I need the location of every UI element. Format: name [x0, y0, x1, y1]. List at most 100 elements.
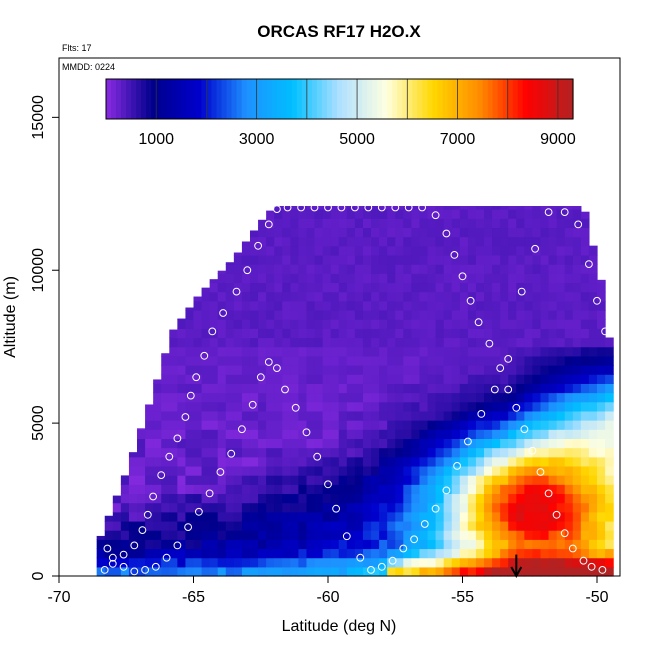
heatmap-cell	[411, 309, 421, 320]
heatmap-cell	[169, 465, 178, 476]
heatmap-cell	[274, 346, 283, 357]
heatmap-cell	[314, 484, 324, 495]
heatmap-cell	[395, 493, 404, 504]
heatmap-cell	[580, 502, 590, 513]
heatmap-cell	[548, 328, 558, 339]
heatmap-cell	[411, 429, 421, 439]
heatmap-cell	[580, 346, 590, 357]
heatmap-cell	[354, 530, 364, 540]
colorbar-swatch	[201, 79, 208, 119]
heatmap-cell	[459, 484, 469, 495]
heatmap-cell	[290, 218, 300, 229]
heatmap-cell	[338, 539, 348, 550]
heatmap-cell	[484, 291, 493, 302]
heatmap-cell	[484, 447, 493, 458]
heatmap-cell	[322, 447, 332, 458]
heatmap-cell	[290, 475, 300, 485]
heatmap-cell	[395, 328, 404, 339]
heatmap-cell	[395, 539, 404, 550]
heatmap-cell	[266, 282, 275, 293]
heatmap-cell	[274, 539, 283, 550]
heatmap-cell	[371, 420, 380, 430]
heatmap-cell	[500, 209, 509, 219]
heatmap-cell	[346, 566, 356, 577]
observation-point	[313, 452, 322, 461]
heatmap-cell	[217, 337, 227, 348]
heatmap-cell	[128, 484, 138, 495]
heatmap-cell	[395, 227, 404, 238]
heatmap-cell	[548, 420, 558, 430]
heatmap-cell	[322, 374, 332, 384]
heatmap-cell	[484, 282, 493, 293]
heatmap-cell	[540, 227, 550, 238]
heatmap-cell	[564, 548, 574, 559]
heatmap-cell	[112, 520, 122, 531]
heatmap-cell	[580, 493, 590, 504]
heatmap-cell	[282, 557, 291, 568]
heatmap-cell	[411, 410, 421, 421]
heatmap-cell	[435, 484, 445, 495]
heatmap-cell	[443, 365, 453, 375]
heatmap-cell	[233, 282, 243, 293]
heatmap-cell	[330, 493, 340, 504]
heatmap-cell	[137, 530, 146, 540]
heatmap-cell	[467, 539, 477, 550]
colorbar-tick-label: 7000	[440, 131, 476, 148]
heatmap-cell	[475, 548, 485, 559]
heatmap-cell	[403, 456, 412, 467]
heatmap-cell	[411, 273, 421, 284]
heatmap-cell	[556, 236, 566, 247]
heatmap-cell	[605, 355, 614, 366]
heatmap-cell	[597, 502, 606, 513]
heatmap-cell	[314, 520, 324, 531]
heatmap-cell	[379, 566, 388, 577]
heatmap-cell	[556, 355, 566, 366]
heatmap-cell	[484, 456, 493, 467]
heatmap-cell	[161, 447, 170, 458]
heatmap-cell	[588, 264, 598, 274]
heatmap-cell	[185, 493, 195, 504]
heatmap-cell	[451, 206, 461, 210]
heatmap-cell	[153, 420, 162, 430]
heatmap-cell	[371, 355, 380, 366]
heatmap-cell	[193, 566, 203, 577]
heatmap-cell	[258, 438, 267, 449]
heatmap-cell	[403, 392, 412, 403]
colorbar-swatch	[357, 79, 363, 119]
observation-point	[130, 567, 139, 576]
heatmap-cell	[459, 557, 469, 568]
heatmap-cell	[314, 346, 324, 357]
heatmap-cell	[516, 291, 525, 302]
heatmap-cell	[217, 346, 227, 357]
heatmap-cell	[548, 502, 558, 513]
heatmap-cell	[298, 282, 308, 293]
heatmap-cell	[282, 493, 291, 504]
heatmap-cell	[467, 206, 477, 210]
heatmap-cell	[249, 410, 259, 421]
heatmap-cell	[201, 309, 211, 320]
heatmap-cell	[492, 420, 501, 430]
heatmap-cell	[556, 282, 566, 293]
heatmap-cell	[225, 410, 235, 421]
heatmap-cell	[556, 539, 566, 550]
colorbar-swatch	[412, 79, 418, 119]
heatmap-cell	[395, 264, 404, 274]
heatmap-cell	[362, 511, 372, 522]
heatmap-cell	[548, 309, 558, 320]
heatmap-cell	[435, 273, 445, 284]
heatmap-cell	[411, 264, 421, 274]
heatmap-cell	[475, 420, 485, 430]
heatmap-cell	[258, 346, 267, 357]
heatmap-cell	[395, 346, 404, 357]
heatmap-cell	[556, 365, 566, 375]
heatmap-cell	[225, 309, 235, 320]
heatmap-cell	[395, 383, 404, 394]
heatmap-cell	[209, 475, 219, 485]
heatmap-cell	[322, 465, 332, 476]
heatmap-cell	[217, 502, 227, 513]
heatmap-cell	[322, 392, 332, 403]
heatmap-cell	[314, 539, 324, 550]
heatmap-cell	[435, 566, 445, 577]
heatmap-cell	[290, 282, 300, 293]
heatmap-cell	[274, 355, 283, 366]
